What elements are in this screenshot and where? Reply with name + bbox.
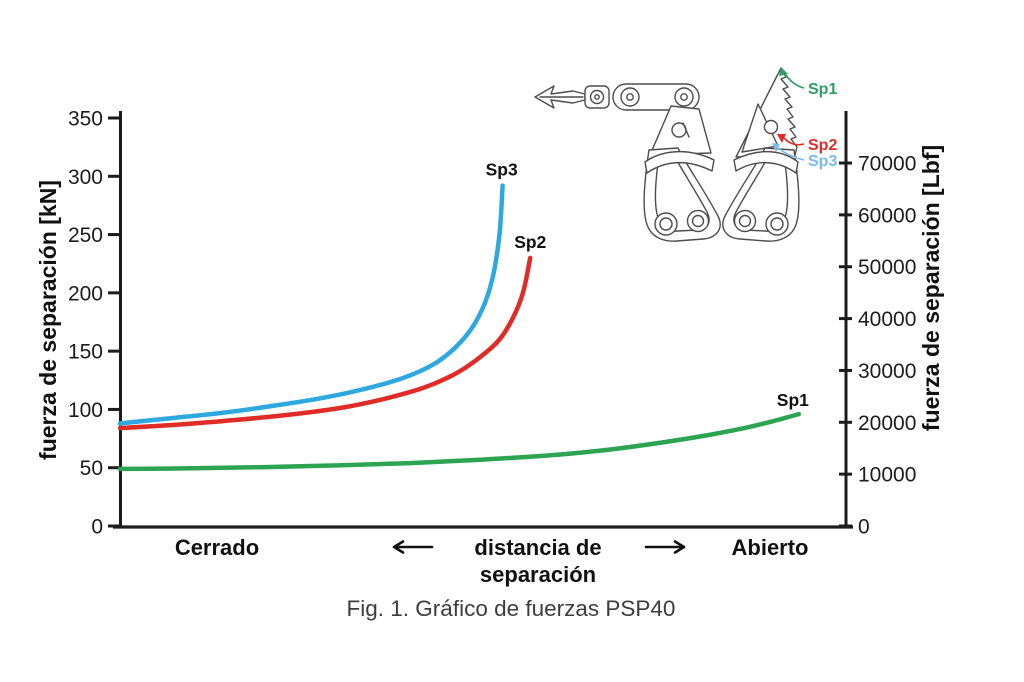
y-left-tick-label: 100 — [68, 399, 103, 422]
y-left-axis-title: fuerza de separación [kN] — [35, 180, 61, 460]
x-axis-label-distance-line2: separación — [480, 562, 596, 587]
chart-curves: Sp1 Sp2 Sp3 — [117, 160, 809, 472]
sp3-illustration-label: Sp3 — [808, 153, 837, 170]
y-left-tick-label: 150 — [68, 341, 103, 364]
curve-label-sp2: Sp2 — [514, 232, 546, 252]
x-axis-label-distance-line1: distancia de — [474, 535, 601, 560]
y-right-tick-label: 60000 — [858, 204, 916, 227]
sp2-leader-line — [783, 137, 805, 146]
sp1-leader-arrowhead — [779, 67, 788, 76]
sp3-leader-arrowhead — [772, 143, 780, 152]
figure-caption: Fig. 1. Gráfico de fuerzas PSP40 — [347, 596, 676, 621]
spreader-pull-arm — [534, 83, 700, 111]
curve-sp3 — [117, 183, 505, 426]
y-right-axis-title: fuerza de separación [Lbf] — [918, 145, 944, 431]
y-left-tick-label: 250 — [68, 224, 103, 247]
chart-axes: 0 50 100 150 200 250 300 350 0 10000 20000 30000 400… — [68, 108, 916, 539]
y-left-tick-label: 0 — [91, 516, 103, 539]
illustration-callouts: Sp1 Sp2 Sp3 — [772, 67, 837, 170]
y-right-tick-label: 10000 — [858, 464, 916, 487]
x-axis-label-closed: Cerrado — [175, 535, 259, 560]
sp2-illustration-label: Sp2 — [808, 137, 837, 154]
curve-sp1 — [117, 411, 802, 472]
y-right-tick-label: 20000 — [858, 412, 916, 435]
x-axis-label-open: Abierto — [732, 535, 809, 560]
sp1-leader-line — [784, 73, 805, 89]
y-right-tick-label: 0 — [858, 516, 870, 539]
arrow-right-icon — [644, 540, 686, 554]
y-right-tick-label: 40000 — [858, 308, 916, 331]
curve-label-sp3: Sp3 — [486, 160, 518, 180]
curve-label-sp1: Sp1 — [777, 390, 809, 410]
sp3-leader-line — [777, 147, 805, 161]
curve-sp2 — [117, 255, 533, 431]
sp2-leader-arrowhead — [777, 134, 786, 143]
y-right-tick-label: 50000 — [858, 256, 916, 279]
spreader-illustration: Sp1 Sp2 Sp3 — [534, 67, 837, 242]
arrow-left-icon — [392, 540, 434, 554]
y-left-tick-label: 350 — [68, 108, 103, 131]
spreader-left-jaw — [643, 105, 721, 242]
y-right-tick-label: 30000 — [858, 360, 916, 383]
sp1-illustration-label: Sp1 — [808, 81, 837, 98]
y-left-tick-label: 50 — [80, 457, 103, 480]
y-right-tick-label: 70000 — [858, 153, 916, 176]
y-left-tick-label: 300 — [68, 166, 103, 189]
y-left-tick-label: 200 — [68, 282, 103, 305]
